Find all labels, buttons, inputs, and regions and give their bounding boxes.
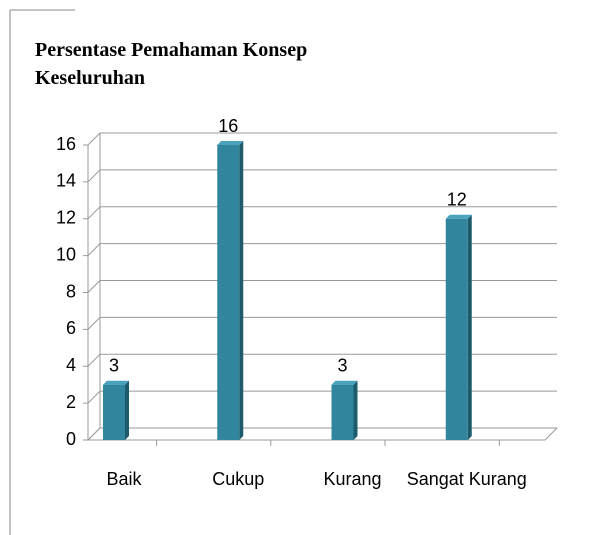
floor (88, 427, 558, 441)
y-tick-label: 14 (56, 171, 76, 191)
bar-front (331, 384, 354, 440)
back-wall (87, 133, 557, 441)
bar (103, 380, 129, 440)
bar-front (217, 145, 240, 440)
bar-side (353, 380, 358, 440)
bar-front (445, 218, 468, 440)
y-tick-label: 6 (66, 318, 76, 338)
bar-side (239, 141, 244, 440)
bar-top (331, 380, 358, 385)
grid-line (87, 316, 557, 330)
y-tick-label: 10 (56, 244, 76, 264)
data-label: 12 (447, 190, 467, 210)
grid-line (87, 427, 557, 441)
chart-title: Keseluruhan (35, 67, 145, 89)
bar (217, 141, 244, 440)
grid-line (87, 390, 557, 404)
bar (445, 214, 472, 440)
data-label: 16 (218, 116, 238, 136)
bar-front (103, 384, 125, 440)
x-tick-label: Baik (106, 469, 142, 489)
y-tick-label: 0 (66, 429, 76, 449)
x-tick-label: Sangat Kurang (407, 469, 527, 489)
bar-side (125, 380, 129, 440)
data-label: 3 (109, 355, 119, 375)
grid-line (87, 132, 557, 146)
grid-line (87, 243, 557, 256)
y-tick-label: 16 (56, 134, 76, 154)
grid-line (87, 280, 557, 293)
bar-side (467, 214, 472, 440)
y-tick-label: 12 (56, 208, 76, 228)
bar (331, 380, 358, 440)
grid-line (87, 353, 557, 367)
grid-line (87, 206, 557, 220)
grid-line (87, 169, 557, 183)
bar-top (103, 380, 129, 385)
chart-title: Persentase Pemahaman Konsep (35, 39, 307, 61)
x-tick-label: Cukup (212, 469, 264, 489)
bar-top (217, 141, 244, 145)
data-label: 3 (337, 355, 347, 375)
x-tick-label: Kurang (323, 469, 381, 489)
bar-top (445, 214, 472, 219)
y-tick-label: 2 (66, 392, 76, 412)
y-tick-label: 8 (66, 281, 76, 301)
y-tick-label: 4 (66, 355, 76, 375)
